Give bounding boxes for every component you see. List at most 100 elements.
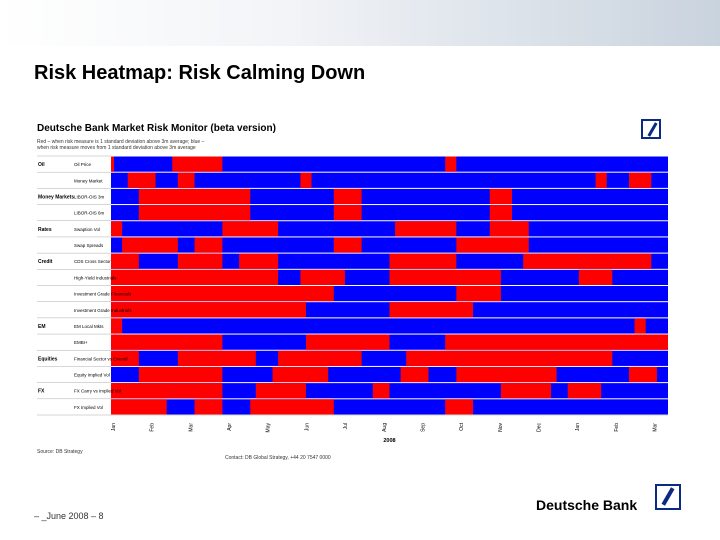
row-label: Money Market bbox=[74, 178, 103, 183]
group-label: Rates bbox=[38, 227, 52, 233]
year-label: 2008 bbox=[383, 438, 395, 444]
heatmap-risk-cell bbox=[629, 172, 652, 188]
heatmap-risk-cell bbox=[305, 334, 390, 350]
month-tick-label: Jan bbox=[575, 423, 581, 431]
heatmap-risk-cell bbox=[300, 172, 312, 188]
contact-note: Contact: DB Global Strategy, +44 20 7547… bbox=[225, 455, 331, 461]
month-tick-label: Apr bbox=[227, 423, 233, 431]
heatmap-risk-cell bbox=[111, 156, 114, 172]
heatmap-risk-cell bbox=[111, 269, 279, 285]
heatmap-risk-cell bbox=[300, 269, 345, 285]
risk-heatmap: Oil Price Oil Money Market LIBOR-OIS 3mMone… bbox=[37, 155, 668, 444]
row-label: Swap Spreads bbox=[74, 243, 104, 248]
heatmap-risk-cell bbox=[489, 221, 529, 237]
heatmap-risk-cell bbox=[634, 318, 646, 334]
heatmap-risk-cell bbox=[278, 350, 362, 366]
heatmap-risk-cell bbox=[138, 366, 223, 383]
heatmap-risk-cell bbox=[445, 334, 668, 350]
heatmap-risk-cell bbox=[333, 237, 362, 253]
row-label: LIBOR-OIS 3m bbox=[74, 194, 105, 199]
month-tick-label: Oct bbox=[459, 422, 465, 430]
deutsche-bank-logo bbox=[655, 484, 681, 510]
month-tick-label: Feb bbox=[150, 423, 156, 432]
heatmap-risk-cell bbox=[400, 366, 429, 383]
row-label: FX Carry vs Implied Vol bbox=[74, 389, 121, 394]
header-gradient-bar bbox=[0, 0, 720, 46]
heatmap-risk-cell bbox=[578, 269, 613, 285]
brand-name: Deutsche Bank bbox=[536, 497, 638, 513]
row-label: EMBI+ bbox=[74, 340, 88, 345]
month-tick-label: Mar bbox=[653, 423, 659, 432]
heatmap-risk-cell bbox=[272, 366, 329, 383]
group-label: Oil bbox=[38, 162, 45, 168]
heatmap-risk-cell bbox=[172, 156, 223, 172]
heatmap-risk-cell bbox=[194, 399, 223, 415]
heatmap-risk-cell bbox=[194, 237, 223, 253]
heatmap-risk-cell bbox=[629, 366, 657, 383]
row-label: Swaption Vol bbox=[74, 227, 100, 232]
deutsche-bank-logo-small bbox=[641, 119, 661, 139]
source-note: Source: DB Strategy bbox=[37, 449, 83, 455]
heatmap-risk-cell bbox=[111, 399, 167, 415]
month-tick-label: Mar bbox=[188, 423, 194, 432]
heatmap-risk-cell bbox=[456, 286, 501, 302]
row-label: Financial Sector vs Overall bbox=[74, 356, 128, 361]
group-label: EM bbox=[38, 324, 46, 330]
row-label: CDS Cross Sector bbox=[74, 259, 111, 264]
heatmap-risk-cell bbox=[177, 350, 256, 366]
heatmap-risk-cell bbox=[389, 253, 457, 269]
month-tick-label: Feb bbox=[614, 423, 620, 432]
month-tick-label: Jul bbox=[343, 423, 349, 429]
heatmap-risk-cell bbox=[177, 253, 223, 269]
row-label: LIBOR-OIS 6m bbox=[74, 211, 105, 216]
heatmap-risk-cell bbox=[138, 205, 251, 221]
heatmap-risk-cell bbox=[177, 172, 195, 188]
footer-date: – _June 2008 – 8 bbox=[34, 511, 104, 521]
heatmap-risk-cell bbox=[395, 221, 457, 237]
row-label: EM Local Mkts bbox=[74, 324, 104, 329]
heatmap-risk-cell bbox=[489, 205, 513, 221]
heatmap-risk-cell bbox=[333, 205, 362, 221]
row-label: High-Yield Industrials bbox=[74, 275, 117, 280]
month-tick-label: Jan bbox=[111, 423, 117, 431]
row-label: Investment Grade Financials bbox=[74, 292, 132, 297]
group-label: Equities bbox=[38, 356, 58, 362]
monitor-description: Red – when risk measure is 1 standard de… bbox=[37, 139, 205, 151]
monitor-title: Deutsche Bank Market Risk Monitor (beta … bbox=[37, 123, 276, 134]
heatmap-risk-cell bbox=[111, 253, 139, 269]
month-tick-label: Aug bbox=[382, 423, 388, 432]
heatmap-risk-cell bbox=[489, 188, 513, 205]
month-tick-label: Jun bbox=[304, 423, 310, 431]
heatmap-risk-cell bbox=[250, 399, 334, 415]
heatmap-risk-cell bbox=[127, 172, 156, 188]
heatmap-risk-cell bbox=[111, 221, 123, 237]
group-label: Money Markets bbox=[38, 194, 74, 200]
heatmap-risk-cell bbox=[372, 383, 390, 399]
heatmap-risk-cell bbox=[523, 253, 652, 269]
heatmap-risk-cell bbox=[595, 172, 607, 188]
month-tick-label: Dec bbox=[536, 423, 542, 432]
heatmap-risk-cell bbox=[445, 399, 474, 415]
heatmap-risk-cell bbox=[406, 350, 613, 366]
heatmap-risk-cell bbox=[122, 237, 178, 253]
heatmap-risk-cell bbox=[111, 286, 334, 302]
heatmap-risk-cell bbox=[222, 221, 279, 237]
heatmap-row-background bbox=[111, 156, 668, 172]
heatmap-risk-cell bbox=[138, 188, 251, 205]
heatmap-row-background bbox=[111, 172, 668, 188]
heatmap-risk-cell bbox=[111, 318, 123, 334]
heatmap-risk-cell bbox=[111, 302, 306, 318]
heatmap-risk-cell bbox=[445, 156, 457, 172]
heatmap-risk-cell bbox=[456, 237, 529, 253]
heatmap-risk-cell bbox=[111, 350, 139, 366]
heatmap-risk-cell bbox=[239, 253, 279, 269]
month-tick-label: Nov bbox=[498, 423, 504, 432]
month-tick-label: May bbox=[266, 423, 272, 433]
heatmap-risk-cell bbox=[111, 383, 223, 399]
row-label: Equity Implied Vol bbox=[74, 373, 110, 378]
heatmap-risk-cell bbox=[389, 302, 474, 318]
heatmap-row-background bbox=[111, 221, 668, 237]
heatmap-risk-cell bbox=[255, 383, 306, 399]
month-tick-label: Sep bbox=[420, 423, 426, 432]
row-label: Investment Grade Industrials bbox=[74, 308, 132, 313]
